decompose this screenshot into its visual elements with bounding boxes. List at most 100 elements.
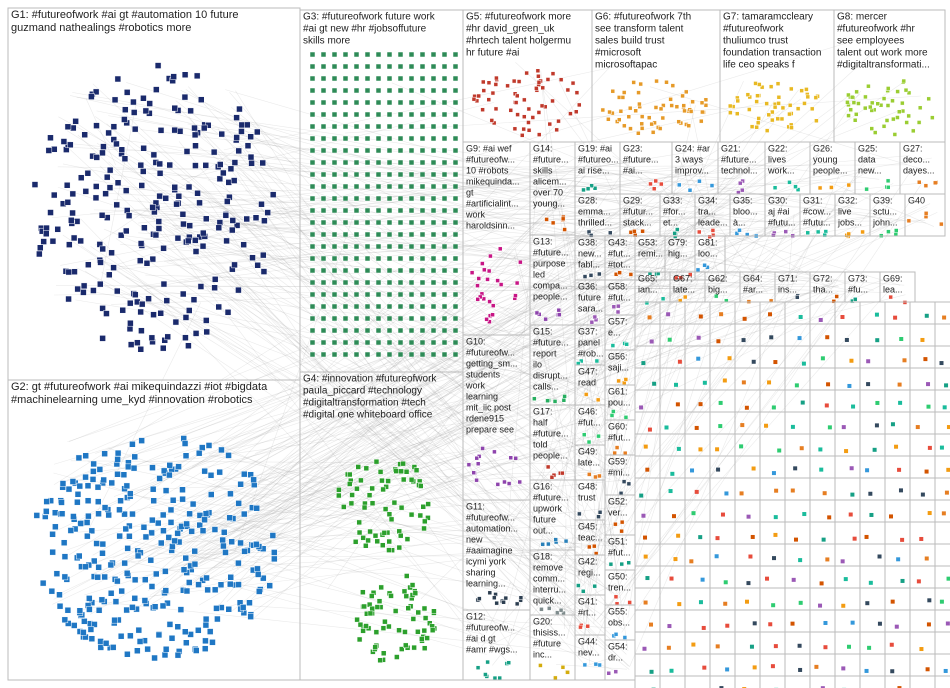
node [364,123,371,130]
node [101,504,109,511]
node [895,115,900,120]
node [430,315,437,322]
mini-group [909,411,936,435]
mini-group [684,609,711,633]
node [90,557,98,565]
node [408,195,415,202]
node [850,492,855,497]
node [54,226,61,233]
node [660,296,666,302]
node [320,315,327,322]
node [441,75,448,82]
node [716,467,721,472]
node [885,103,891,108]
node [233,114,240,121]
node [254,565,261,573]
node [60,539,68,546]
node [95,564,102,571]
group-label: #ai gt new #hr #jobsoffuture [303,23,427,34]
node [83,519,91,526]
node [715,644,720,649]
edge [54,287,727,296]
node [309,327,316,334]
mini-group [659,587,686,611]
node [121,116,128,123]
group-label: saji... [608,362,629,372]
node [698,314,703,319]
edge [532,76,596,159]
node [320,111,327,118]
node [353,171,360,178]
group-box [604,639,636,681]
node [923,183,929,188]
node [76,552,83,560]
node [764,423,769,428]
node [356,636,363,643]
node [200,229,207,237]
node [419,351,426,358]
mini-group [784,411,811,435]
group-label: #future... [533,428,569,438]
node [487,299,492,304]
node [818,447,823,452]
mini-group [859,521,886,545]
node [419,255,426,262]
edge [174,161,629,230]
node [677,359,682,364]
node [825,335,830,340]
node [419,636,425,642]
mini-group [834,477,861,501]
node [61,553,69,560]
node [588,233,594,238]
node [441,207,448,214]
node [376,598,383,604]
edge [247,203,817,485]
group-label: #amr #wgs... [466,644,518,654]
group-label: over 70 [533,187,563,197]
mini-group [934,521,950,545]
node [850,620,855,625]
node [419,99,426,106]
node [452,99,459,106]
edge [237,273,584,664]
edge [595,278,700,540]
node [363,542,369,549]
node [430,207,437,214]
node [101,450,108,457]
group-label: hig... [668,248,688,258]
node [718,400,723,405]
node [578,624,583,630]
node [99,550,106,557]
node [609,413,615,418]
group-label: #ai d gt [466,633,496,643]
node [419,339,426,346]
group-label: lives [768,154,787,164]
edge [492,292,787,666]
node [408,171,415,178]
node [471,470,476,475]
node [627,600,632,605]
node [672,231,677,236]
node [238,121,246,129]
edge [597,281,865,620]
node [884,118,890,123]
node [309,123,316,130]
node [93,122,100,129]
group-label: lea... [883,284,903,294]
mini-group [809,389,836,413]
node [99,305,106,312]
mini-group [859,389,886,413]
node [320,243,327,250]
node [746,581,751,586]
node [204,586,211,594]
node [366,492,373,498]
node [596,433,601,439]
node [116,506,123,514]
node [667,337,672,342]
node [174,530,181,537]
node [400,476,407,483]
node [99,245,106,253]
edge [85,421,582,566]
edge [114,321,612,461]
node [149,204,156,211]
